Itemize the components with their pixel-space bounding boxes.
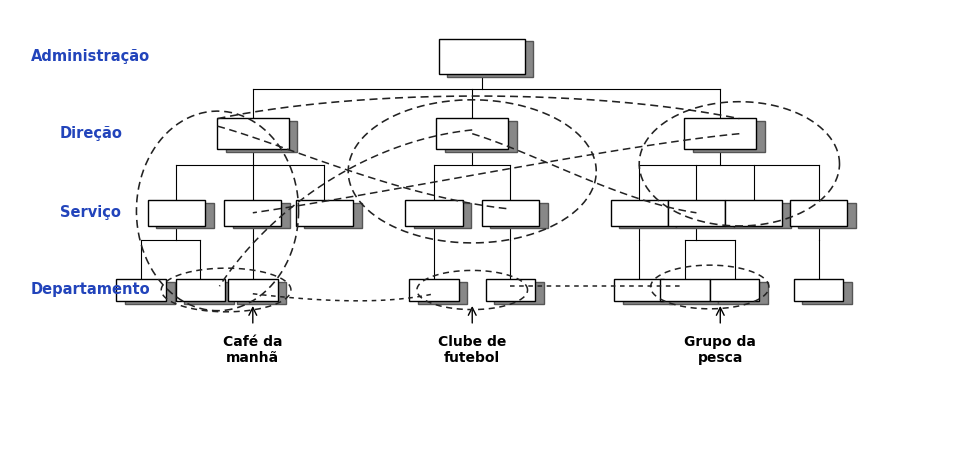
Bar xyxy=(614,279,663,301)
Bar xyxy=(225,121,296,152)
Bar xyxy=(692,121,763,152)
Bar xyxy=(683,118,755,149)
Bar xyxy=(116,279,166,301)
Bar xyxy=(125,282,174,304)
Bar xyxy=(659,279,709,301)
Bar xyxy=(485,279,535,301)
Text: Café da
manhã: Café da manhã xyxy=(223,335,282,365)
Text: Clube de
futebol: Clube de futebol xyxy=(437,335,506,365)
Bar xyxy=(233,203,290,228)
Bar xyxy=(618,203,676,228)
Bar xyxy=(667,200,724,226)
Text: Serviço: Serviço xyxy=(60,205,121,220)
Bar xyxy=(494,282,543,304)
Bar xyxy=(405,200,462,226)
Bar xyxy=(184,282,233,304)
Bar xyxy=(409,279,458,301)
Bar xyxy=(436,118,507,149)
Bar xyxy=(668,282,718,304)
Text: Departamento: Departamento xyxy=(30,283,151,297)
Bar xyxy=(444,121,516,152)
Bar xyxy=(801,282,851,304)
Bar xyxy=(414,203,471,228)
Bar xyxy=(148,200,205,226)
Bar xyxy=(447,41,533,77)
Text: Grupo da
pesca: Grupo da pesca xyxy=(683,335,756,365)
Bar xyxy=(224,200,281,226)
Bar xyxy=(793,279,842,301)
Text: Administração: Administração xyxy=(31,49,150,64)
Bar xyxy=(438,39,524,74)
Bar xyxy=(718,282,767,304)
Bar xyxy=(236,282,286,304)
Bar xyxy=(156,203,213,228)
Bar xyxy=(304,203,361,228)
Bar xyxy=(622,282,672,304)
Bar xyxy=(490,203,547,228)
Bar xyxy=(724,200,781,226)
Bar xyxy=(789,200,846,226)
Bar xyxy=(295,200,353,226)
Bar xyxy=(709,279,759,301)
Bar xyxy=(417,282,467,304)
Bar xyxy=(175,279,225,301)
Text: Direção: Direção xyxy=(59,126,122,141)
Bar xyxy=(798,203,855,228)
Bar xyxy=(610,200,667,226)
Bar xyxy=(481,200,538,226)
Bar xyxy=(676,203,733,228)
Bar xyxy=(216,118,288,149)
Bar xyxy=(228,279,277,301)
Bar xyxy=(733,203,790,228)
